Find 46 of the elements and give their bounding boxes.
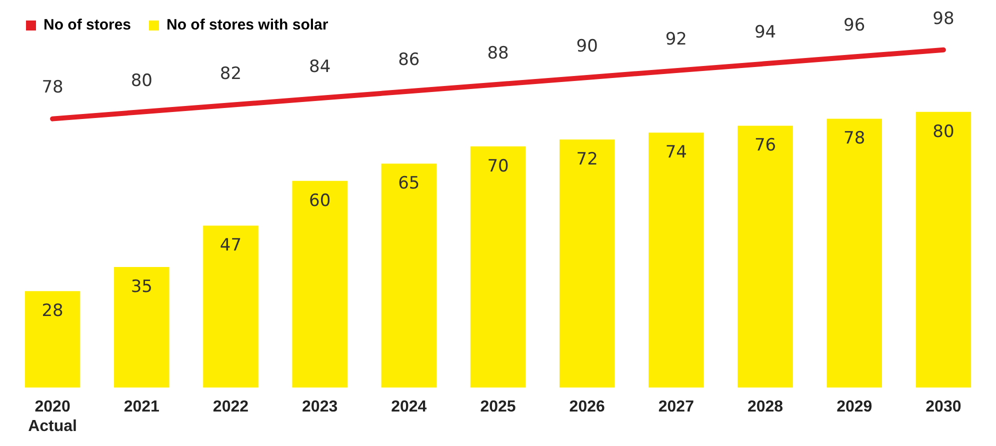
data-label: 84 bbox=[309, 57, 331, 78]
data-label: 96 bbox=[844, 16, 866, 36]
data-label: 88 bbox=[487, 43, 509, 64]
legend-label: No of stores bbox=[44, 16, 132, 34]
data-label: 82 bbox=[220, 64, 242, 84]
data-label: 47 bbox=[220, 236, 242, 256]
data-label: 78 bbox=[844, 128, 866, 149]
x-tick-label: 2030 bbox=[926, 398, 962, 416]
bar bbox=[470, 146, 526, 388]
bar bbox=[114, 266, 170, 388]
x-tick-label: 2025 bbox=[480, 398, 516, 416]
x-tick-label: 2023 bbox=[302, 398, 338, 416]
data-label: 90 bbox=[576, 36, 598, 56]
bar bbox=[292, 180, 348, 388]
data-label: 94 bbox=[754, 22, 776, 43]
data-label: 60 bbox=[309, 190, 331, 211]
bar bbox=[648, 132, 704, 388]
data-label: 65 bbox=[398, 174, 420, 194]
data-label: 70 bbox=[487, 156, 509, 176]
data-label: 86 bbox=[398, 50, 420, 70]
data-label: 80 bbox=[932, 122, 954, 142]
data-label: 92 bbox=[665, 29, 687, 50]
x-tick-label: 2028 bbox=[747, 398, 784, 416]
data-label: 78 bbox=[42, 78, 64, 98]
bar bbox=[381, 164, 437, 388]
data-label: 35 bbox=[130, 276, 152, 297]
x-tick-label: 2020 Actual bbox=[28, 398, 77, 435]
bar bbox=[738, 126, 793, 388]
x-tick-label: 2022 bbox=[212, 398, 249, 416]
data-label: 76 bbox=[754, 136, 776, 156]
x-tick-label: 2026 bbox=[569, 398, 605, 416]
x-tick-label: 2029 bbox=[836, 398, 872, 416]
data-label: 80 bbox=[130, 70, 152, 91]
x-tick-label: 2021 bbox=[124, 398, 160, 416]
bar bbox=[24, 291, 80, 388]
data-label: 74 bbox=[665, 142, 687, 163]
legend-label: No of stores with solar bbox=[166, 16, 328, 34]
data-label: 28 bbox=[42, 301, 64, 322]
bar bbox=[203, 226, 258, 388]
bar bbox=[559, 139, 615, 388]
x-tick-label: 2024 bbox=[391, 398, 427, 416]
data-label: 98 bbox=[932, 8, 954, 29]
data-label: 72 bbox=[576, 149, 598, 170]
bar bbox=[826, 118, 882, 388]
x-tick-label: 2027 bbox=[658, 398, 694, 416]
bar bbox=[916, 112, 972, 388]
